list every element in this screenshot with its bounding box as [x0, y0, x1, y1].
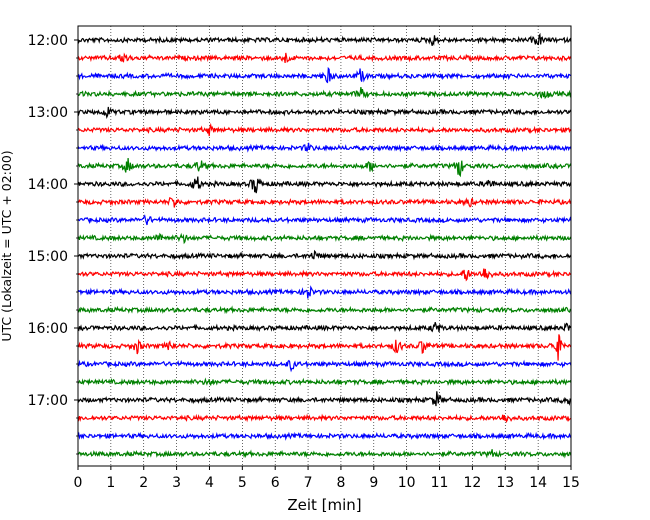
seismogram-trace — [77, 413, 572, 424]
x-tick-label: 15 — [562, 475, 580, 491]
x-tick-label: 8 — [336, 475, 345, 491]
seismogram-trace — [77, 32, 572, 47]
seismogram-trace — [77, 334, 572, 361]
seismogram-trace — [77, 52, 572, 63]
seismogram-trace — [77, 87, 572, 100]
seismogram-trace — [77, 377, 572, 387]
seismogram-trace — [77, 158, 572, 178]
y-axis-label: UTC (Lokalzeit = UTC + 02:00) — [0, 150, 14, 341]
seismogram-trace — [77, 322, 572, 333]
seismogram-trace — [77, 142, 572, 153]
x-tick-label: 11 — [431, 475, 449, 491]
seismogram-trace — [77, 268, 572, 282]
y-tick-layer: 12:00 13:00 14:00 15:00 16:00 17:00 — [28, 33, 78, 455]
seismogram-trace — [77, 232, 572, 245]
x-tick-label: 6 — [271, 475, 280, 491]
y-tick-label: 12:00 — [28, 33, 68, 49]
y-tick-label: 16:00 — [28, 321, 68, 337]
x-tick-label: 4 — [205, 475, 214, 491]
seismogram-trace — [77, 391, 572, 407]
seismogram-trace — [77, 285, 572, 299]
seismogram-trace — [77, 122, 572, 137]
x-tick-label: 1 — [106, 475, 115, 491]
seismogram-trace — [77, 106, 572, 120]
seismogram-trace — [77, 305, 572, 315]
seismogram-trace — [77, 249, 572, 261]
x-tick-label: 2 — [139, 475, 148, 491]
trace-layer — [77, 32, 572, 459]
seismogram-trace — [77, 214, 572, 226]
x-axis-label: Zeit [min] — [287, 496, 361, 514]
seismogram-trace — [77, 449, 572, 459]
grid-layer — [110, 26, 539, 466]
y-tick-label: 13:00 — [28, 105, 68, 121]
y-tick-label: 14:00 — [28, 177, 68, 193]
seismogram-trace — [77, 359, 572, 373]
x-tick-label: 3 — [172, 475, 181, 491]
x-tick-layer: 0 1 2 3 4 5 6 7 8 9 10 11 12 13 14 15 — [74, 466, 580, 491]
y-tick-label: 15:00 — [28, 249, 68, 265]
x-tick-label: 10 — [398, 475, 416, 491]
seismogram-trace — [77, 431, 572, 441]
seismogram-trace — [77, 66, 571, 84]
seismogram-trace — [77, 196, 572, 208]
seismogram-trace — [77, 176, 572, 194]
y-tick-label: 17:00 — [28, 393, 68, 409]
x-tick-label: 5 — [238, 475, 247, 491]
x-tick-label: 13 — [496, 475, 514, 491]
x-tick-label: 9 — [369, 475, 378, 491]
plot-frame — [77, 25, 572, 467]
x-tick-label: 12 — [463, 475, 481, 491]
x-tick-label: 14 — [529, 475, 547, 491]
x-tick-label: 0 — [74, 475, 83, 491]
x-tick-label: 7 — [304, 475, 313, 491]
